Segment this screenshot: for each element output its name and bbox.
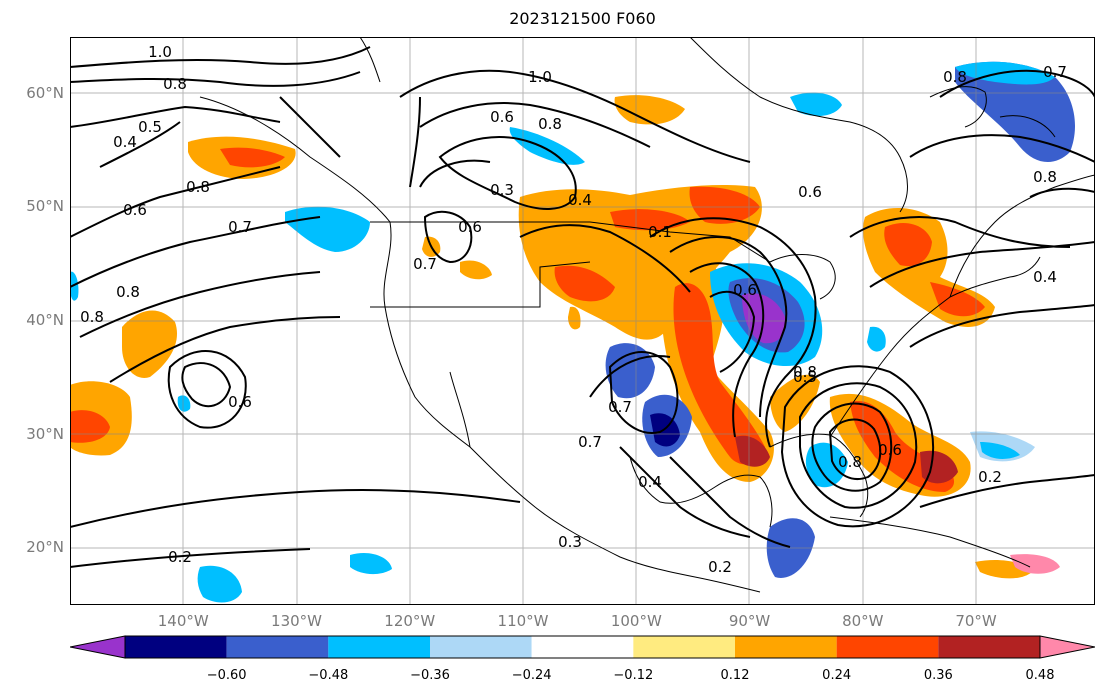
contour-label: 0.2 [978, 468, 1002, 486]
contour-label: 0.7 [608, 398, 632, 416]
contour-label: 0.8 [186, 178, 210, 196]
colorbar-tick-label: 0.36 [923, 668, 953, 683]
contour-label: 0.6 [228, 393, 252, 411]
contour-label: 0.8 [943, 68, 967, 86]
colorbar-tick-label: −0.12 [613, 668, 654, 683]
contour-label: 0.8 [538, 115, 562, 133]
contour-label: 0.7 [578, 433, 602, 451]
longitude-label: 70°W [955, 612, 997, 630]
colorbar-tick-label: −0.24 [511, 668, 552, 683]
longitude-label: 100°W [610, 612, 662, 630]
contour-label: 0.2 [708, 558, 732, 576]
colorbar-segment [226, 636, 329, 658]
contour-label: 0.4 [638, 473, 662, 491]
contour-label: 0.8 [838, 453, 862, 471]
colorbar-segment [531, 636, 634, 658]
longitude-label: 140°W [157, 612, 209, 630]
contour-label: 0.7 [413, 255, 437, 273]
contour-label: 0.4 [568, 191, 592, 209]
longitude-label: 80°W [842, 612, 884, 630]
latitude-label: 40°N [26, 311, 64, 329]
colorbar-tick-label: 0.12 [720, 668, 750, 683]
colorbar-segment [735, 636, 837, 658]
contour-label: 0.5 [793, 368, 817, 386]
colorbar-segment [633, 636, 735, 658]
colorbar-tick-label: 0.48 [1025, 668, 1055, 683]
colorbar-segment [430, 636, 532, 658]
longitude-label: 90°W [728, 612, 771, 630]
colorbar-tick-label: −0.36 [410, 668, 450, 683]
colorbar-tick-label: 0.24 [822, 668, 852, 683]
contour-label: 0.3 [558, 533, 582, 551]
contour-label: 0.8 [116, 283, 140, 301]
contour-lines [70, 46, 1095, 568]
graticule [70, 37, 1095, 605]
colorbar-tick-label: −0.48 [308, 668, 349, 683]
contour-label: 0.4 [1033, 268, 1057, 286]
contour-label: 0.1 [648, 223, 672, 241]
colorbar-arrow-high [1039, 635, 1095, 659]
contour-label: 0.6 [490, 108, 514, 126]
map-title: 2023121500 F060 [509, 9, 656, 28]
shaded-anomaly-fields [70, 61, 1075, 603]
colorbar-segment [328, 636, 430, 658]
contour-label: 0.8 [793, 363, 817, 381]
contour-label: 0.6 [733, 281, 757, 299]
contour-label: 0.8 [163, 75, 187, 93]
contour-label: 1.0 [528, 68, 552, 86]
contour-label: 0.3 [490, 181, 514, 199]
contour-label: 0.8 [1033, 168, 1057, 186]
contour-label: 0.6 [798, 183, 822, 201]
contour-label: 0.5 [138, 118, 162, 136]
contour-label: 0.2 [168, 548, 192, 566]
colorbar-segment [836, 636, 939, 658]
latitude-label: 20°N [26, 538, 64, 557]
coastlines [199, 37, 1095, 593]
latitude-label: 50°N [26, 197, 64, 216]
contour-label: 1.0 [148, 43, 172, 61]
colorbar [70, 635, 1095, 659]
contour-label: 0.8 [80, 308, 104, 326]
colorbar-segment [938, 636, 1040, 658]
latitude-label: 30°N [26, 424, 64, 443]
colorbar-segment [125, 636, 227, 658]
contour-label: 0.6 [458, 218, 482, 236]
map-panel: 1.00.80.50.40.80.60.70.80.80.61.00.6 0.80… [70, 37, 1095, 605]
contour-label: 0.6 [123, 201, 147, 219]
longitude-label: 130°W [271, 612, 322, 630]
latitude-label: 60°N [26, 83, 64, 102]
contour-label: 0.7 [1043, 63, 1067, 81]
longitude-label: 120°W [384, 612, 436, 630]
colorbar-tick-label: −0.60 [206, 668, 247, 683]
colorbar-arrow-low [70, 635, 126, 659]
contour-label: 0.7 [228, 218, 252, 236]
longitude-label: 110°W [497, 612, 549, 630]
contour-label: 0.4 [113, 133, 137, 151]
contour-labels: 1.00.80.50.40.80.60.70.80.80.61.00.6 0.80… [80, 43, 1067, 576]
contour-label: 0.6 [878, 441, 902, 459]
